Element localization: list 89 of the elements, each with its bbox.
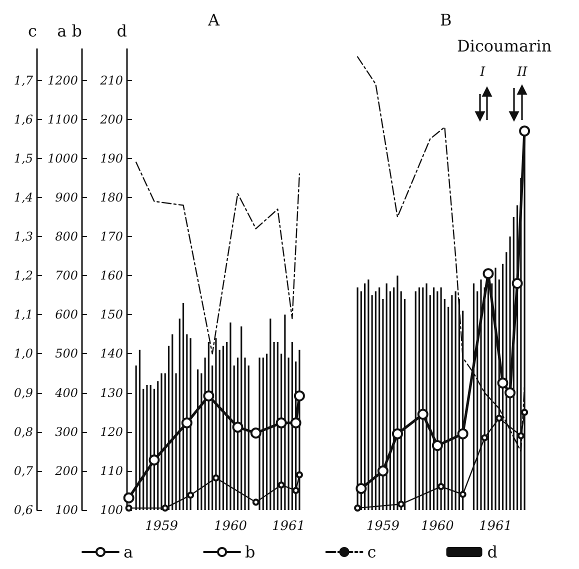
point: [377, 465, 388, 476]
y2-tick-label: 800: [55, 230, 78, 244]
annotation: I: [478, 65, 486, 80]
y-tick-label: 130: [100, 386, 124, 400]
legend-label: a: [124, 542, 134, 562]
x-tick-label: 1959: [144, 519, 178, 534]
point: [203, 390, 214, 402]
point: [519, 126, 530, 137]
y3-axis-title: c: [28, 22, 38, 40]
point: [481, 434, 488, 442]
y2-axis-title: a b: [57, 22, 82, 40]
point: [354, 504, 362, 512]
point: [517, 432, 524, 440]
point: [504, 387, 516, 398]
annotation: Dicoumarin: [457, 36, 552, 56]
y2-tick-label: 1200: [47, 73, 78, 88]
y-tick-label: 180: [100, 190, 124, 204]
point: [296, 471, 303, 478]
point: [438, 483, 445, 490]
y-tick-label: 170: [100, 230, 124, 244]
point: [232, 422, 244, 433]
text: B: [440, 10, 452, 30]
point: [148, 454, 160, 466]
text: A: [206, 10, 220, 30]
y2-tick-label: 400: [54, 386, 78, 400]
legend-label: c: [367, 542, 376, 562]
y2-tick-label: 300: [55, 424, 78, 439]
legend-label: b: [245, 542, 256, 562]
y-tick-label: 120: [100, 424, 124, 439]
x-tick-label: 1959: [366, 519, 400, 534]
point: [212, 474, 220, 482]
point: [187, 492, 194, 499]
point: [459, 490, 466, 498]
point: [181, 417, 192, 428]
y3-tick-label: 0,7: [14, 464, 34, 478]
y-tick-label: 190: [100, 151, 124, 166]
y-tick-label: 160: [100, 268, 124, 283]
y2-tick-label: 200: [54, 464, 78, 478]
y-tick-label: 150: [100, 308, 124, 322]
y-tick-label: 100: [100, 503, 124, 517]
y-tick-label: 110: [100, 464, 124, 478]
x-tick-label: 1961: [478, 519, 512, 534]
y2-tick-label: 500: [55, 346, 78, 361]
point: [457, 428, 468, 440]
point: [521, 408, 528, 416]
point: [278, 482, 285, 488]
point: [294, 390, 305, 402]
point: [496, 414, 503, 422]
y3-tick-label: 1,2: [14, 268, 33, 283]
point: [276, 417, 287, 428]
y-tick-label: 140: [100, 346, 124, 361]
y-tick-label: 210: [99, 73, 124, 88]
point: [292, 486, 300, 494]
legend-label: d: [487, 542, 498, 562]
y3-tick-label: 0,6: [14, 503, 34, 517]
x-tick-label: 1961: [272, 519, 306, 534]
y2-tick-label: 1100: [47, 112, 78, 126]
point: [162, 504, 169, 512]
y3-tick-label: 1,7: [14, 73, 34, 88]
y-axis-title: d: [116, 22, 127, 40]
point: [290, 417, 302, 428]
y3-tick-label: 0,8: [14, 424, 34, 439]
point: [252, 498, 260, 506]
point: [398, 500, 405, 508]
x-tick-label: 1960: [420, 519, 454, 534]
x-tick-label: 1960: [214, 519, 248, 534]
annotation: II: [516, 65, 528, 80]
y3-tick-label: 1,6: [14, 112, 34, 126]
y2-tick-label: 100: [55, 503, 78, 517]
y3-tick-label: 0,9: [14, 386, 34, 400]
y2-tick-label: 1000: [47, 151, 78, 166]
point: [123, 492, 134, 504]
point: [512, 278, 523, 289]
y3-tick-label: 1,4: [14, 190, 33, 204]
point: [392, 428, 403, 440]
point: [356, 483, 367, 494]
point: [250, 428, 262, 439]
point: [482, 268, 494, 280]
y3-tick-label: 1,0: [14, 346, 34, 361]
point: [497, 378, 508, 389]
point: [417, 408, 428, 420]
y2-tick-label: 700: [55, 268, 78, 283]
point: [432, 440, 443, 452]
y-tick-label: 200: [99, 112, 124, 126]
y2-tick-label: 600: [55, 308, 78, 322]
y3-tick-label: 1,3: [14, 230, 34, 244]
y3-tick-label: 1,1: [14, 308, 33, 322]
y3-tick-label: 1,5: [14, 151, 33, 166]
y2-tick-label: 900: [55, 190, 78, 204]
